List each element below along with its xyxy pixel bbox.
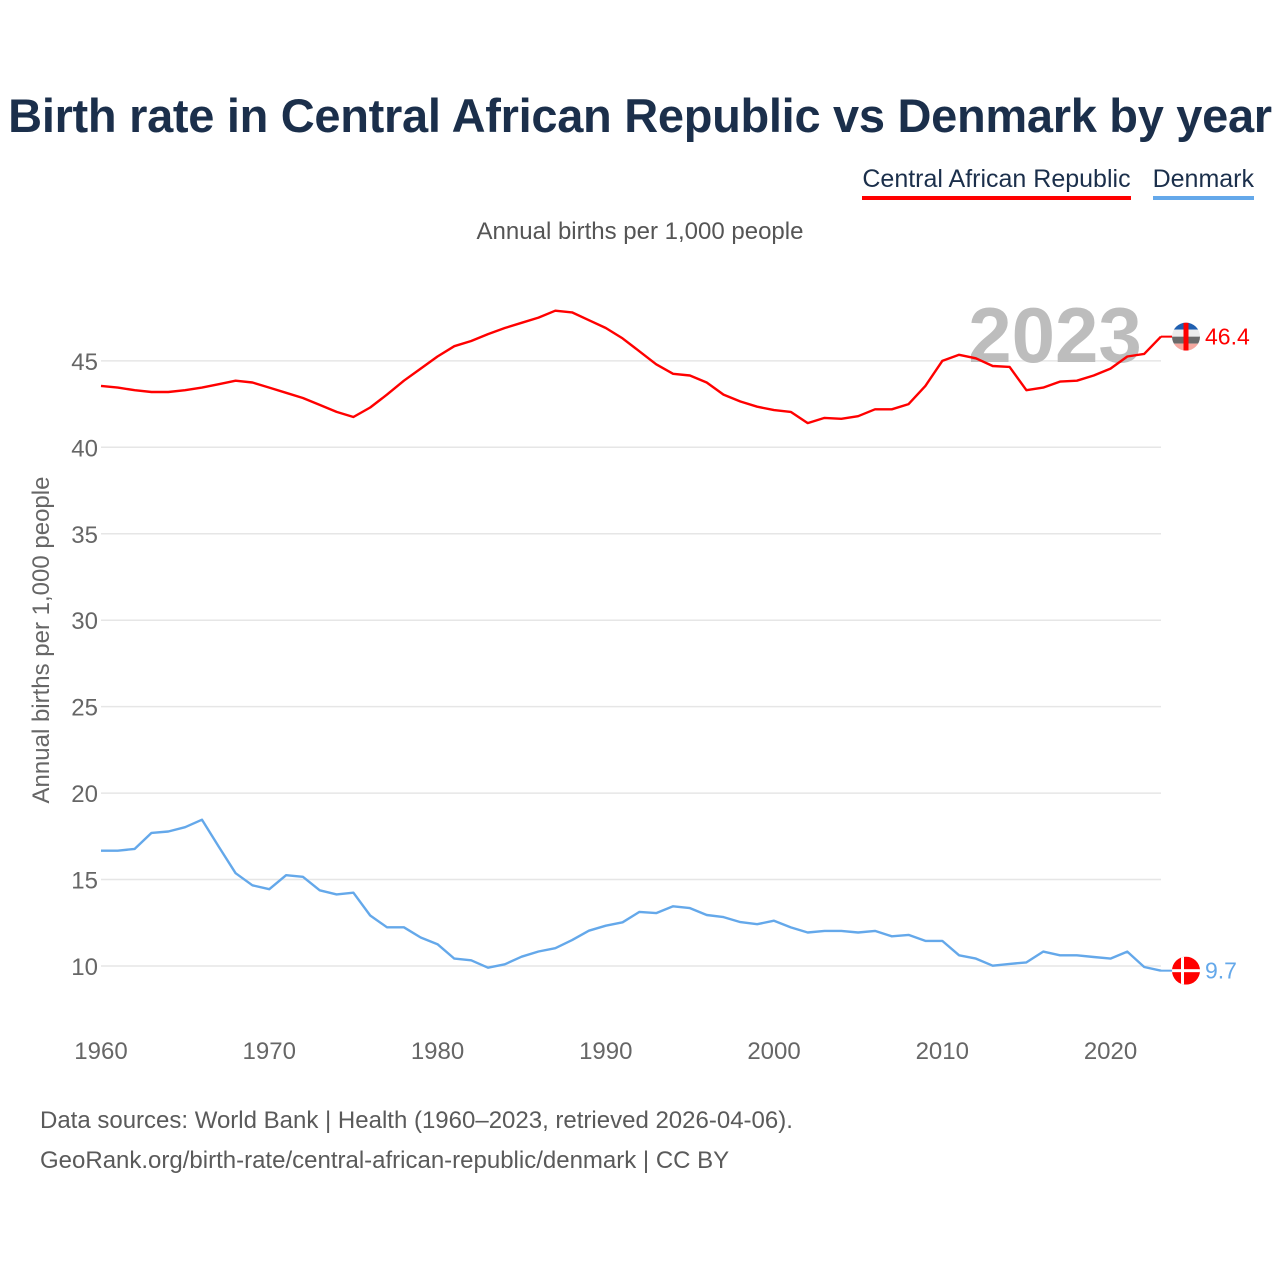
x-tick-label: 1960 bbox=[74, 1038, 127, 1065]
footer-sources: Data sources: World Bank | Health (1960–… bbox=[40, 1107, 793, 1134]
flag-icon-central-african-republic bbox=[1172, 322, 1200, 351]
x-tick-label: 2000 bbox=[747, 1038, 800, 1065]
y-tick-label: 10 bbox=[71, 954, 98, 981]
y-tick-label: 40 bbox=[71, 435, 98, 462]
y-tick-label: 30 bbox=[71, 608, 98, 635]
x-tick-label: 2020 bbox=[1084, 1038, 1137, 1065]
flag-icon-denmark bbox=[1172, 956, 1200, 985]
series-line-denmark bbox=[101, 818, 1162, 972]
chart-title: Birth rate in Central African Republic v… bbox=[8, 89, 1272, 142]
flag-cross-v bbox=[1181, 956, 1184, 985]
x-tick-label: 1980 bbox=[411, 1038, 464, 1065]
x-tick-label: 2010 bbox=[916, 1038, 969, 1065]
end-value-label-denmark: 9.7 bbox=[1205, 958, 1237, 984]
flag-band bbox=[1183, 322, 1189, 351]
footer-url[interactable]: GeoRank.org/birth-rate/central-african-r… bbox=[40, 1147, 730, 1174]
legend-item-denmark[interactable]: Denmark bbox=[1152, 165, 1254, 200]
y-tick-label: 45 bbox=[71, 349, 98, 376]
legend-item-central-african-republic[interactable]: Central African Republic bbox=[862, 165, 1131, 200]
end-value-label-central-african-republic: 46.4 bbox=[1205, 324, 1250, 350]
chart-subtitle: Annual births per 1,000 people bbox=[476, 218, 804, 245]
y-tick-label: 20 bbox=[71, 781, 98, 808]
flag-body bbox=[1172, 956, 1200, 985]
legend: Central African Republic Denmark bbox=[862, 165, 1254, 200]
flag-body bbox=[1172, 322, 1200, 351]
x-tick-label: 1990 bbox=[579, 1038, 632, 1065]
series-line-central-african-republic bbox=[100, 309, 1162, 425]
flag-cross-h bbox=[1172, 969, 1200, 973]
y-tick-label: 35 bbox=[71, 522, 98, 549]
current-year-label: 2023 bbox=[968, 291, 1142, 379]
y-tick-label: 15 bbox=[71, 868, 98, 895]
x-tick-label: 1970 bbox=[243, 1038, 296, 1065]
y-tick-label: 25 bbox=[71, 695, 98, 722]
